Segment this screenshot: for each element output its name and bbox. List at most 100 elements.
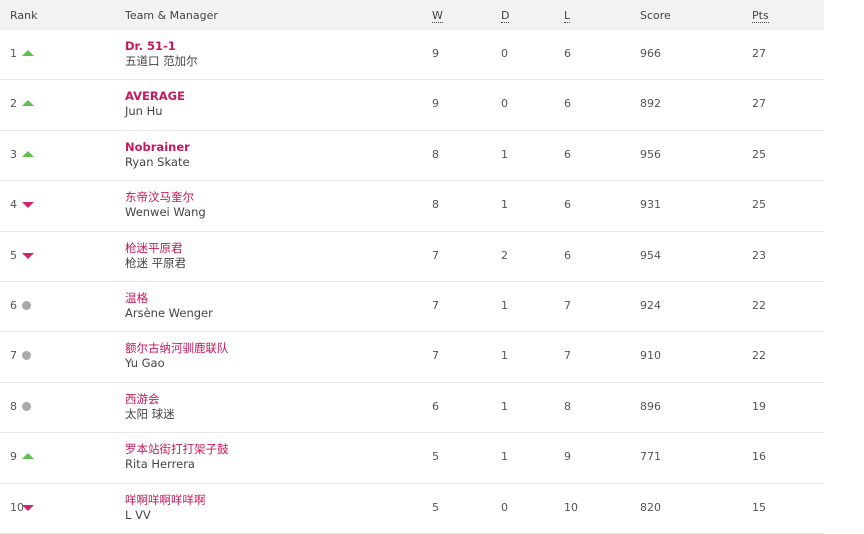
- rank: 9: [10, 450, 17, 464]
- rank: 5: [10, 248, 17, 262]
- team-name-link[interactable]: 咩啊咩啊咩咩啊: [125, 492, 206, 507]
- wins: 5: [432, 500, 439, 514]
- wins: 8: [432, 147, 439, 161]
- arrow-up-icon: [22, 150, 34, 157]
- losses: 7: [564, 298, 571, 312]
- rank: 6: [10, 298, 17, 312]
- score: 892: [640, 97, 661, 111]
- draws: 1: [501, 450, 508, 464]
- manager-name: Wenwei Wang: [125, 205, 206, 220]
- draws: 1: [501, 198, 508, 212]
- header-wins: W: [432, 9, 443, 23]
- table-row[interactable]: 4 东帝汶马奎尔 Wenwei Wang 8 1 6 931 25: [0, 181, 824, 232]
- losses: 6: [564, 198, 571, 212]
- draws: 1: [501, 298, 508, 312]
- score: 931: [640, 198, 661, 212]
- header-draws: D: [501, 9, 510, 23]
- wins: 7: [432, 248, 439, 262]
- manager-name: Jun Hu: [125, 104, 163, 119]
- table-row[interactable]: 6 温格 Arsène Wenger 7 1 7 924 22: [0, 282, 824, 333]
- arrow-down-icon: [22, 504, 34, 511]
- losses: 10: [564, 500, 578, 514]
- manager-name: 五道口 范加尔: [125, 54, 198, 68]
- points: 25: [752, 147, 766, 161]
- losses: 8: [564, 399, 571, 413]
- score: 896: [640, 399, 661, 413]
- header-team: Team & Manager: [125, 9, 218, 22]
- losses: 6: [564, 97, 571, 111]
- points: 22: [752, 298, 766, 312]
- table-row[interactable]: 7 额尔古纳河驯鹿联队 Yu Gao 7 1 7 910 22: [0, 332, 824, 383]
- no-change-dot-icon: [22, 300, 31, 310]
- manager-name: Yu Gao: [125, 356, 165, 371]
- points: 19: [752, 399, 766, 413]
- wins: 9: [432, 97, 439, 111]
- points: 22: [752, 349, 766, 363]
- draws: 1: [501, 349, 508, 363]
- manager-name: 太阳 球迷: [125, 406, 175, 421]
- standings-table: Rank Team & Manager W D L Score Pts 1 Dr.…: [0, 0, 824, 534]
- rank: 10: [10, 500, 24, 514]
- points: 15: [752, 500, 766, 514]
- draws: 0: [501, 500, 508, 514]
- points: 16: [752, 450, 766, 464]
- team-name-link[interactable]: Nobrainer: [125, 139, 190, 154]
- no-change-dot-icon: [22, 351, 31, 361]
- table-row[interactable]: 1 Dr. 51-1 五道口 范加尔 9 0 6 966 27: [0, 30, 824, 81]
- team-name-link[interactable]: 温格: [125, 290, 148, 305]
- wins: 9: [432, 47, 439, 60]
- table-row[interactable]: 2 AVERAGE Jun Hu 9 0 6 892 27: [0, 80, 824, 131]
- header-rank: Rank: [10, 9, 38, 22]
- draws: 0: [501, 97, 508, 111]
- losses: 7: [564, 349, 571, 363]
- score: 924: [640, 298, 661, 312]
- table-row[interactable]: 10 咩啊咩啊咩咩啊 L VV 5 0 10 820 15: [0, 484, 824, 534]
- arrow-up-icon: [22, 453, 34, 460]
- table-row[interactable]: 5 枪迷平原君 枪迷 平原君 7 2 6 954 23: [0, 232, 824, 282]
- wins: 8: [432, 198, 439, 212]
- rank: 8: [10, 399, 17, 413]
- score: 771: [640, 450, 661, 464]
- table-header: Rank Team & Manager W D L Score Pts: [0, 0, 824, 30]
- team-name-link[interactable]: 枪迷平原君: [125, 240, 183, 255]
- table-row[interactable]: 3 Nobrainer Ryan Skate 8 1 6 956 25: [0, 131, 824, 182]
- score: 820: [640, 500, 661, 514]
- losses: 6: [564, 147, 571, 161]
- team-name-link[interactable]: 西游会: [125, 391, 160, 406]
- manager-name: Ryan Skate: [125, 154, 190, 169]
- arrow-up-icon: [22, 50, 34, 56]
- wins: 7: [432, 349, 439, 363]
- wins: 5: [432, 450, 439, 464]
- draws: 1: [501, 399, 508, 413]
- header-points: Pts: [752, 9, 769, 23]
- rank: 3: [10, 147, 17, 161]
- rank: 7: [10, 349, 17, 363]
- team-name-link[interactable]: 额尔古纳河驯鹿联队: [125, 341, 229, 356]
- score: 910: [640, 349, 661, 363]
- score: 956: [640, 147, 661, 161]
- draws: 0: [501, 47, 508, 60]
- table-row[interactable]: 8 西游会 太阳 球迷 6 1 8 896 19: [0, 383, 824, 434]
- rank: 1: [10, 47, 17, 60]
- points: 27: [752, 47, 766, 60]
- table-row[interactable]: 9 罗本站街打打架子鼓 Rita Herrera 5 1 9 771 16: [0, 433, 824, 484]
- score: 966: [640, 47, 661, 60]
- losses: 6: [564, 47, 571, 60]
- manager-name: Arsène Wenger: [125, 305, 213, 320]
- points: 25: [752, 198, 766, 212]
- no-change-dot-icon: [22, 401, 31, 411]
- header-losses: L: [564, 9, 571, 23]
- arrow-up-icon: [22, 100, 34, 107]
- manager-name: 枪迷 平原君: [125, 255, 187, 270]
- header-score: Score: [640, 9, 671, 22]
- score: 954: [640, 248, 661, 262]
- team-name-link[interactable]: AVERAGE: [125, 89, 185, 104]
- team-name-link[interactable]: 罗本站街打打架子鼓: [125, 442, 229, 457]
- rank: 2: [10, 97, 17, 111]
- draws: 2: [501, 248, 508, 262]
- rank: 4: [10, 198, 17, 212]
- manager-name: Rita Herrera: [125, 457, 195, 472]
- team-name-link[interactable]: Dr. 51-1: [125, 39, 176, 53]
- draws: 1: [501, 147, 508, 161]
- team-name-link[interactable]: 东帝汶马奎尔: [125, 190, 194, 205]
